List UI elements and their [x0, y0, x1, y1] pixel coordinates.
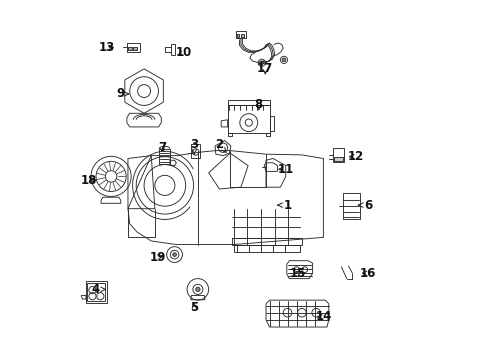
- Bar: [231, 238, 301, 245]
- Circle shape: [172, 253, 176, 256]
- Text: 14: 14: [315, 310, 331, 324]
- Bar: [171, 44, 175, 55]
- Bar: [87, 283, 105, 301]
- Bar: [133, 46, 137, 50]
- Bar: [233, 244, 300, 252]
- Text: 10: 10: [175, 46, 191, 59]
- Bar: [128, 46, 132, 50]
- Text: 16: 16: [359, 267, 376, 280]
- Text: 18: 18: [81, 174, 97, 186]
- Text: 1: 1: [277, 199, 291, 212]
- Text: 12: 12: [347, 150, 363, 163]
- Bar: [265, 133, 269, 136]
- Bar: [86, 281, 106, 303]
- Text: 17: 17: [257, 62, 273, 75]
- Text: 5: 5: [190, 301, 198, 314]
- Text: 4: 4: [91, 283, 105, 296]
- Bar: [236, 34, 239, 37]
- Circle shape: [260, 61, 263, 64]
- Bar: [126, 42, 140, 51]
- Circle shape: [282, 58, 285, 62]
- Text: 3: 3: [190, 138, 198, 154]
- Bar: [342, 193, 359, 220]
- Text: 13: 13: [98, 41, 114, 54]
- Text: 11: 11: [277, 163, 293, 176]
- Bar: [333, 157, 342, 161]
- Text: 6: 6: [358, 199, 371, 212]
- Bar: [333, 148, 344, 162]
- Bar: [269, 116, 273, 131]
- Circle shape: [195, 287, 200, 292]
- Text: 8: 8: [254, 98, 263, 111]
- Bar: [191, 144, 200, 158]
- Bar: [159, 149, 169, 164]
- Text: 19: 19: [149, 251, 165, 264]
- Text: 2: 2: [215, 138, 226, 153]
- Bar: [235, 31, 246, 39]
- Text: 7: 7: [158, 141, 166, 154]
- Text: 9: 9: [117, 87, 128, 100]
- Bar: [227, 133, 231, 136]
- Text: 15: 15: [289, 267, 305, 280]
- Bar: [227, 100, 269, 105]
- Bar: [227, 105, 269, 134]
- Bar: [241, 34, 244, 37]
